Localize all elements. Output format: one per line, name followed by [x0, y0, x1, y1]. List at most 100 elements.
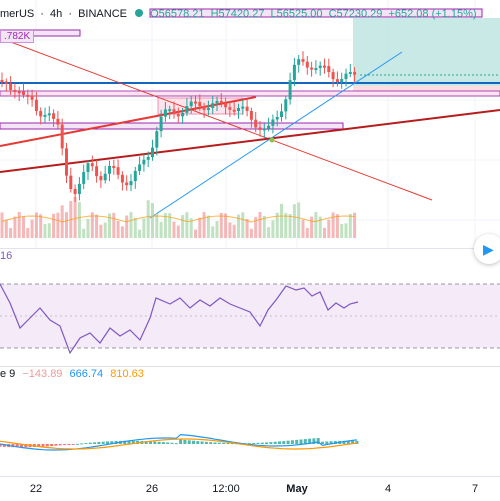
macd-histogram-bar — [179, 439, 183, 444]
trend-line-blue[interactable] — [149, 51, 403, 219]
candle-body — [232, 109, 236, 112]
candle-body — [4, 81, 8, 84]
volume-bar — [17, 212, 21, 238]
macd-histogram-bar — [157, 441, 161, 444]
volume-bar — [267, 227, 271, 238]
candle-body — [314, 68, 318, 71]
macd-histogram-bar — [265, 442, 269, 444]
trend-line-rising-red[interactable] — [0, 96, 257, 147]
volume-bar — [26, 227, 30, 238]
volume-bar — [327, 219, 331, 238]
resistance-zone-header[interactable] — [149, 8, 483, 18]
support-zone-2[interactable] — [0, 122, 344, 130]
volume-bar — [95, 214, 99, 238]
time-axis[interactable]: 22 26 12:00 May 4 7 — [0, 476, 500, 501]
candle-body — [69, 175, 73, 189]
volume-bar — [189, 218, 193, 238]
candle-body — [245, 106, 249, 111]
candle-body — [168, 109, 172, 112]
candle-body — [284, 99, 288, 112]
macd-chart-svg[interactable] — [0, 366, 500, 476]
macd-histogram-bar — [63, 444, 66, 446]
volume-bar — [314, 212, 318, 238]
macd-histogram-bar — [93, 442, 97, 444]
price-chart-svg[interactable] — [0, 0, 500, 248]
candle-body — [26, 94, 30, 97]
volume-bar — [65, 212, 68, 238]
volume-bar — [297, 202, 301, 238]
volume-bar — [90, 212, 94, 238]
macd-histogram-bar — [278, 441, 281, 444]
volume-bar — [211, 226, 215, 238]
macd-pane[interactable]: e 9 −143.89 666.74 810.63 — [0, 366, 500, 476]
exchange-label: BINANCE — [78, 8, 127, 20]
macd-histogram-bar — [282, 441, 286, 444]
volume-bar — [249, 228, 253, 238]
volume-bar — [116, 220, 120, 238]
candle-body — [344, 73, 348, 79]
candle-body — [301, 59, 305, 62]
trend-line-support-darkred[interactable] — [0, 109, 500, 173]
volume-bar — [151, 203, 154, 238]
resistance-zone-top[interactable] — [0, 29, 81, 37]
macd-histogram-bar — [45, 444, 49, 447]
candle-body — [52, 113, 56, 119]
candle-body — [318, 65, 322, 69]
macd-legend: e 9 −143.89 666.74 810.63 — [0, 368, 144, 380]
macd-histogram-bar — [161, 442, 165, 444]
macd-histogram-bar — [342, 440, 346, 444]
candle-body — [138, 164, 142, 171]
macd-histogram-bar — [217, 442, 221, 444]
macd-histogram-bar — [0, 444, 2, 447]
macd-histogram-bar — [97, 441, 101, 444]
volume-bar — [254, 217, 258, 238]
candle-body — [275, 117, 279, 120]
macd-histogram-bar — [346, 440, 350, 444]
volume-bar — [142, 218, 146, 238]
candle-body — [99, 176, 103, 181]
candle-body — [82, 172, 86, 184]
macd-histogram-bar — [88, 442, 92, 444]
candle-body — [323, 65, 326, 68]
macd-histogram-bar — [256, 442, 260, 444]
rsi-chart-svg[interactable] — [0, 248, 500, 366]
volume-bar — [310, 216, 314, 238]
time-tick-1200: 12:00 — [212, 483, 240, 495]
macd-histogram-bar — [200, 441, 204, 444]
candle-body — [206, 107, 210, 110]
support-zone-1[interactable] — [0, 90, 500, 97]
trend-line-descending[interactable] — [0, 37, 433, 201]
candle-body — [271, 119, 275, 126]
macd-histogram-bar — [2, 444, 6, 447]
candle-body — [292, 64, 296, 81]
volume-bar — [103, 222, 107, 238]
macd-line-value: 666.74 — [69, 368, 104, 380]
macd-histogram-bar — [84, 443, 88, 445]
macd-histogram-bar — [196, 441, 200, 444]
candle-body — [305, 61, 309, 68]
volume-bar — [275, 212, 279, 238]
volume-bar — [133, 217, 137, 238]
interval-label[interactable]: 4h — [50, 8, 63, 20]
macd-histogram-bar — [127, 440, 131, 444]
volume-bar — [280, 203, 283, 238]
symbol-label[interactable]: merUS — [0, 8, 35, 20]
volume-bar — [224, 213, 228, 238]
candle-body — [335, 79, 339, 83]
candle-body — [151, 147, 154, 158]
macd-histogram-bar — [50, 444, 54, 447]
time-tick-4: 4 — [384, 483, 392, 495]
long-position-target-zone[interactable] — [353, 18, 500, 86]
macd-histogram-bar — [41, 444, 45, 447]
candle-body — [108, 165, 111, 174]
macd-histogram-bar — [24, 444, 28, 448]
volume-bar — [155, 213, 159, 238]
volume-bar — [353, 212, 357, 238]
price-chart-pane[interactable]: merUS · 4h · BINANCE O56578.21 H57420.27… — [0, 0, 500, 248]
rsi-pane[interactable]: 16 — [0, 248, 500, 366]
scroll-to-realtime-button[interactable]: ▶ — [474, 234, 500, 264]
volume-bar — [284, 213, 288, 238]
candle-body — [43, 114, 47, 117]
volume-bar — [301, 219, 305, 238]
volume-bar — [168, 213, 172, 238]
